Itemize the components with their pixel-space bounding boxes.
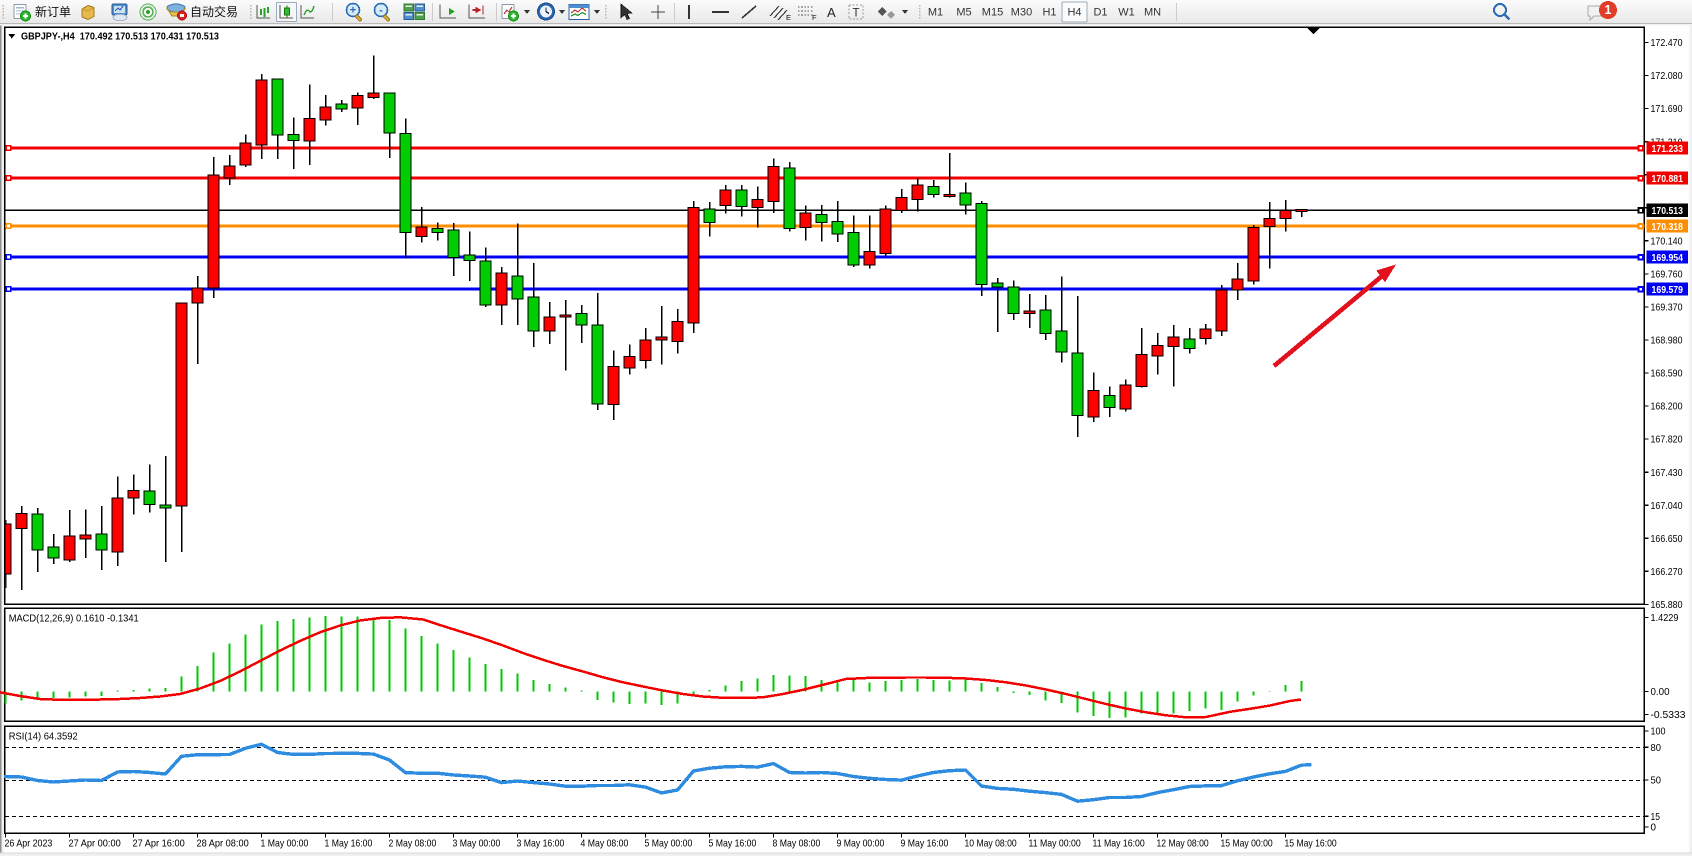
svg-text:172.470: 172.470 bbox=[1651, 37, 1683, 49]
svg-text:1: 1 bbox=[1605, 3, 1612, 17]
svg-text:168.980: 168.980 bbox=[1651, 335, 1683, 347]
svg-text:11 May 16:00: 11 May 16:00 bbox=[1093, 838, 1145, 850]
svg-text:169.954: 169.954 bbox=[1652, 252, 1684, 264]
svg-text:3 May 00:00: 3 May 00:00 bbox=[453, 838, 501, 850]
svg-text:3 May 16:00: 3 May 16:00 bbox=[517, 838, 565, 850]
svg-text:RSI(14) 64.3592: RSI(14) 64.3592 bbox=[9, 731, 78, 743]
svg-text:1.4229: 1.4229 bbox=[1651, 612, 1679, 624]
svg-text:168.200: 168.200 bbox=[1651, 401, 1683, 413]
svg-text:15 May 16:00: 15 May 16:00 bbox=[1285, 838, 1337, 850]
svg-text:27 Apr 16:00: 27 Apr 16:00 bbox=[133, 838, 185, 850]
svg-text:+: + bbox=[350, 5, 356, 17]
svg-text:9 May 16:00: 9 May 16:00 bbox=[901, 838, 949, 850]
svg-text:0.00: 0.00 bbox=[1651, 686, 1670, 698]
svg-text:0: 0 bbox=[1651, 822, 1657, 834]
svg-text:169.760: 169.760 bbox=[1651, 268, 1683, 280]
svg-text:15 May 00:00: 15 May 00:00 bbox=[1221, 838, 1273, 850]
svg-text:E: E bbox=[786, 13, 791, 22]
svg-text:165.880: 165.880 bbox=[1651, 599, 1683, 611]
svg-text:170.140: 170.140 bbox=[1651, 235, 1683, 247]
svg-text:1 May 16:00: 1 May 16:00 bbox=[325, 838, 373, 850]
svg-text:F: F bbox=[812, 13, 817, 22]
svg-text:5 May 00:00: 5 May 00:00 bbox=[645, 838, 693, 850]
svg-text:8 May 08:00: 8 May 08:00 bbox=[773, 838, 821, 850]
svg-text:1 May 00:00: 1 May 00:00 bbox=[261, 838, 309, 850]
svg-text:自动交易: 自动交易 bbox=[190, 4, 238, 19]
svg-text:10 May 08:00: 10 May 08:00 bbox=[965, 838, 1017, 850]
svg-text:168.590: 168.590 bbox=[1651, 368, 1683, 380]
svg-text:166.650: 166.650 bbox=[1651, 533, 1683, 545]
svg-text:-0.5333: -0.5333 bbox=[1651, 709, 1686, 721]
svg-text:2 May 08:00: 2 May 08:00 bbox=[389, 838, 437, 850]
svg-text:12 May 08:00: 12 May 08:00 bbox=[1157, 838, 1209, 850]
svg-text:5 May 16:00: 5 May 16:00 bbox=[709, 838, 757, 850]
svg-text:新订单: 新订单 bbox=[35, 4, 71, 19]
svg-text:A: A bbox=[827, 5, 836, 20]
svg-text:GBPJPY-,H4 170.492 170.513 17: GBPJPY-,H4 170.492 170.513 170.431 170.5… bbox=[21, 31, 219, 43]
svg-text:172.080: 172.080 bbox=[1651, 70, 1683, 82]
svg-text:15: 15 bbox=[1651, 811, 1661, 823]
svg-text:M30: M30 bbox=[1011, 7, 1032, 19]
svg-text:M5: M5 bbox=[956, 7, 971, 19]
svg-text:50: 50 bbox=[1651, 775, 1662, 787]
svg-text:171.690: 171.690 bbox=[1651, 103, 1683, 115]
svg-text:170.318: 170.318 bbox=[1652, 221, 1684, 233]
svg-text:171.233: 171.233 bbox=[1652, 143, 1684, 155]
svg-text:4 May 08:00: 4 May 08:00 bbox=[581, 838, 629, 850]
svg-text:T: T bbox=[853, 8, 860, 20]
svg-text:D1: D1 bbox=[1093, 7, 1107, 19]
svg-text:80: 80 bbox=[1651, 742, 1662, 754]
svg-text:H4: H4 bbox=[1067, 7, 1081, 19]
svg-text:MACD(12,26,9) 0.1610 -0.1341: MACD(12,26,9) 0.1610 -0.1341 bbox=[9, 613, 139, 625]
svg-text:169.579: 169.579 bbox=[1652, 284, 1684, 296]
svg-text:MN: MN bbox=[1144, 7, 1161, 19]
svg-text:11 May 00:00: 11 May 00:00 bbox=[1029, 838, 1081, 850]
svg-text:-: - bbox=[379, 5, 383, 17]
svg-text:169.370: 169.370 bbox=[1651, 302, 1683, 314]
svg-text:167.430: 167.430 bbox=[1651, 467, 1683, 479]
svg-text:M1: M1 bbox=[928, 7, 943, 19]
svg-text:170.881: 170.881 bbox=[1652, 173, 1684, 185]
svg-text:26 Apr 2023: 26 Apr 2023 bbox=[5, 838, 53, 850]
svg-text:9 May 00:00: 9 May 00:00 bbox=[837, 838, 885, 850]
svg-text:27 Apr 00:00: 27 Apr 00:00 bbox=[69, 838, 121, 850]
svg-text:100: 100 bbox=[1651, 726, 1666, 738]
svg-text:28 Apr 08:00: 28 Apr 08:00 bbox=[197, 838, 249, 850]
svg-text:W1: W1 bbox=[1118, 7, 1135, 19]
svg-text:H1: H1 bbox=[1042, 7, 1056, 19]
svg-text:166.270: 166.270 bbox=[1651, 566, 1683, 578]
svg-text:167.820: 167.820 bbox=[1651, 434, 1683, 446]
svg-text:170.513: 170.513 bbox=[1652, 205, 1684, 217]
svg-text:M15: M15 bbox=[982, 7, 1003, 19]
svg-text:167.040: 167.040 bbox=[1651, 500, 1683, 512]
